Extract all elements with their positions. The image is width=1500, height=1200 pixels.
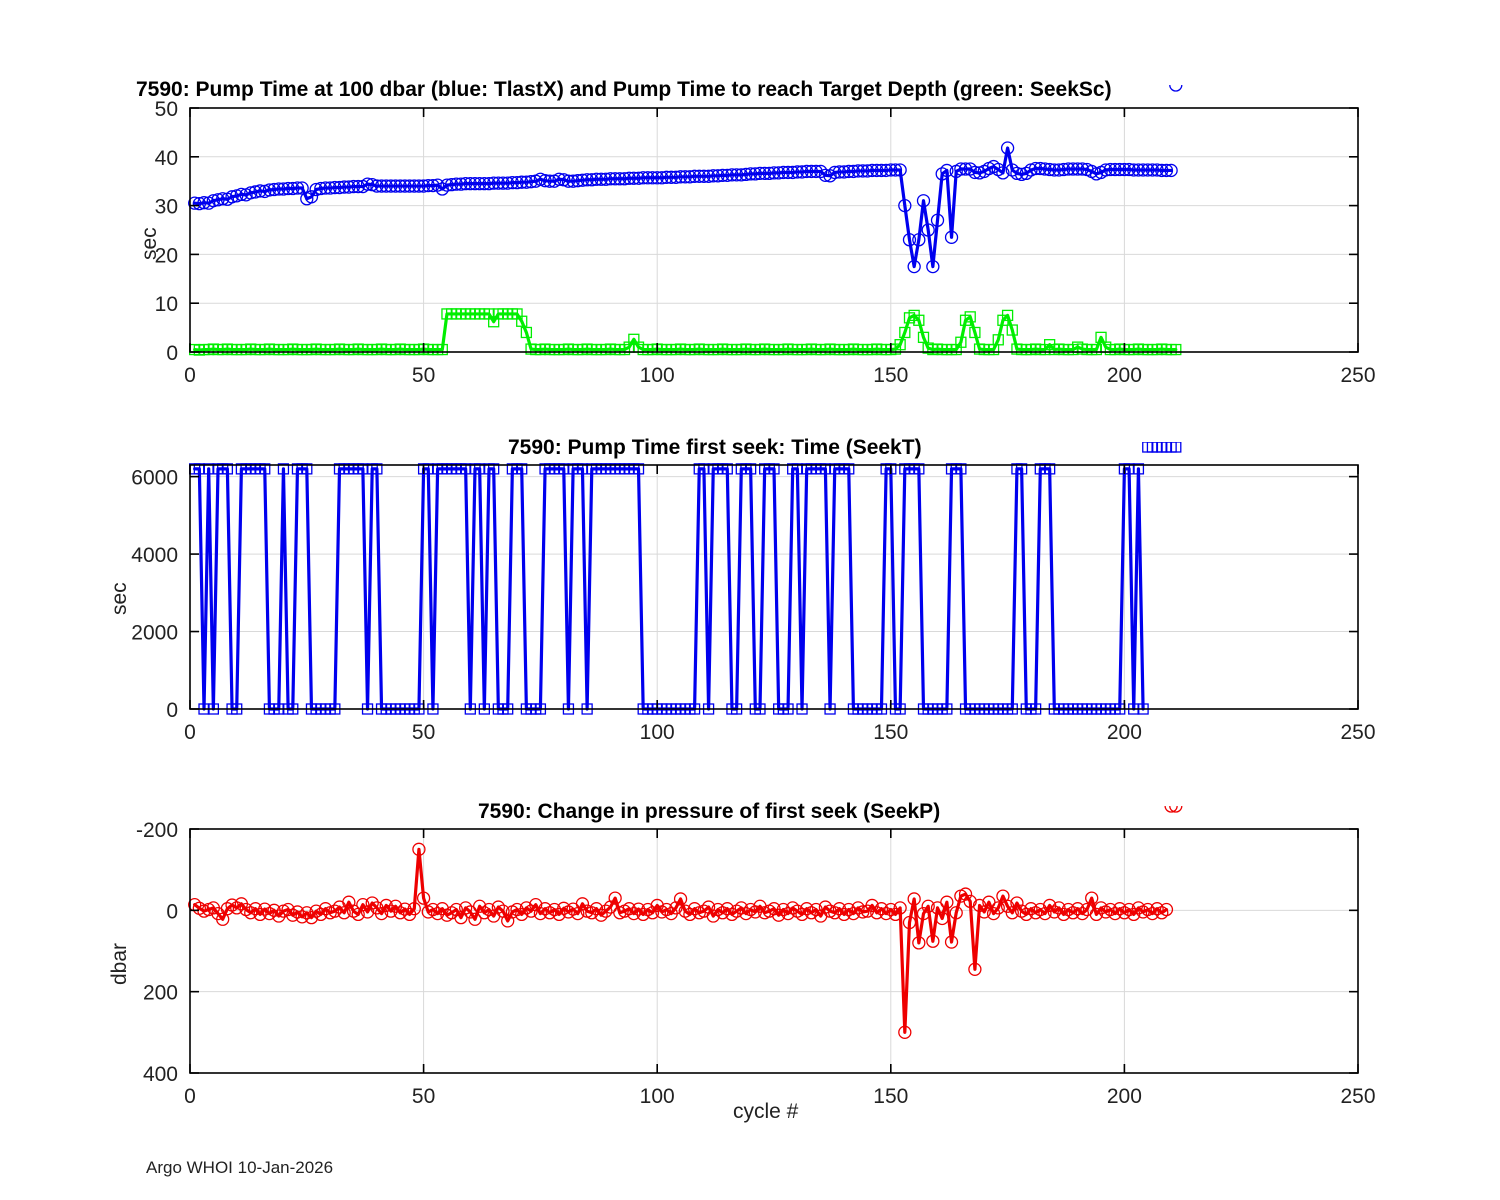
svg-text:0: 0 [184, 364, 196, 387]
svg-text:0: 0 [166, 342, 178, 365]
svg-text:0: 0 [184, 721, 196, 744]
svg-text:50: 50 [412, 364, 435, 387]
svg-text:250: 250 [1340, 364, 1375, 387]
svg-text:150: 150 [873, 364, 908, 387]
svg-text:250: 250 [1340, 1085, 1375, 1108]
svg-text:4000: 4000 [131, 544, 178, 567]
panel3-plot: -200 0 200 400 0 50 100 150 200 250 [136, 806, 1376, 1108]
svg-text:200: 200 [143, 982, 178, 1005]
panel1-plot: 0 10 20 30 40 50 0 50 100 150 200 250 [155, 85, 1376, 387]
footer-credit: Argo WHOI 10-Jan-2026 [146, 1158, 334, 1177]
svg-text:50: 50 [412, 721, 435, 744]
svg-text:2000: 2000 [131, 622, 178, 645]
svg-text:0: 0 [166, 900, 178, 923]
svg-text:50: 50 [412, 1085, 435, 1108]
x-axis-label: cycle # [733, 1100, 799, 1123]
svg-text:10: 10 [155, 293, 178, 316]
svg-text:150: 150 [873, 721, 908, 744]
svg-text:100: 100 [640, 364, 675, 387]
svg-text:50: 50 [155, 98, 178, 121]
svg-text:200: 200 [1107, 364, 1142, 387]
panel3-title: 7590: Change in pressure of first seek (… [478, 800, 941, 823]
svg-text:0: 0 [166, 699, 178, 722]
svg-text:40: 40 [155, 147, 178, 170]
svg-text:-200: -200 [136, 819, 178, 842]
svg-text:400: 400 [143, 1063, 178, 1086]
svg-text:20: 20 [155, 244, 178, 267]
svg-text:6000: 6000 [131, 467, 178, 490]
svg-text:0: 0 [184, 1085, 196, 1108]
svg-text:150: 150 [873, 1085, 908, 1108]
panel1-title: 7590: Pump Time at 100 dbar (blue: Tlast… [136, 78, 1112, 101]
svg-text:30: 30 [155, 196, 178, 219]
svg-text:200: 200 [1107, 1085, 1142, 1108]
svg-text:100: 100 [640, 721, 675, 744]
svg-text:250: 250 [1340, 721, 1375, 744]
svg-text:100: 100 [640, 1085, 675, 1108]
svg-text:200: 200 [1107, 721, 1142, 744]
panel2-title: 7590: Pump Time first seek: Time (SeekT) [508, 436, 922, 459]
panel2-plot: 0 2000 4000 6000 0 50 100 150 200 250 [131, 442, 1376, 744]
